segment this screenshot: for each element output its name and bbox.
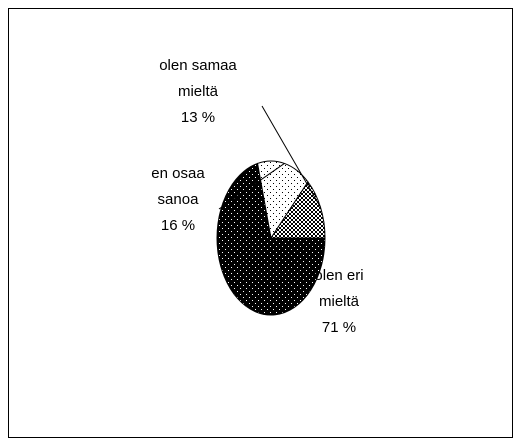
- slice-label-olen-eri-mielta: olen eri mieltä 71 %: [314, 267, 364, 336]
- slice-label-en-osaa-sanoa: en osaa sanoa 16 %: [151, 165, 205, 234]
- pie-slice-olen-samaa-mielta: [270, 180, 326, 239]
- pie-slice-olen-eri-mielta: [216, 162, 326, 316]
- pie-chart: [216, 105, 326, 316]
- leader-line-olen-samaa-mielta: [261, 105, 321, 208]
- leader-line-en-osaa-sanoa: [218, 163, 285, 210]
- chart-area: olen eri mieltä 71 % en osaa sanoa 16 % …: [8, 8, 513, 438]
- slice-label-olen-samaa-mielta: olen samaa mieltä 13 %: [159, 57, 237, 126]
